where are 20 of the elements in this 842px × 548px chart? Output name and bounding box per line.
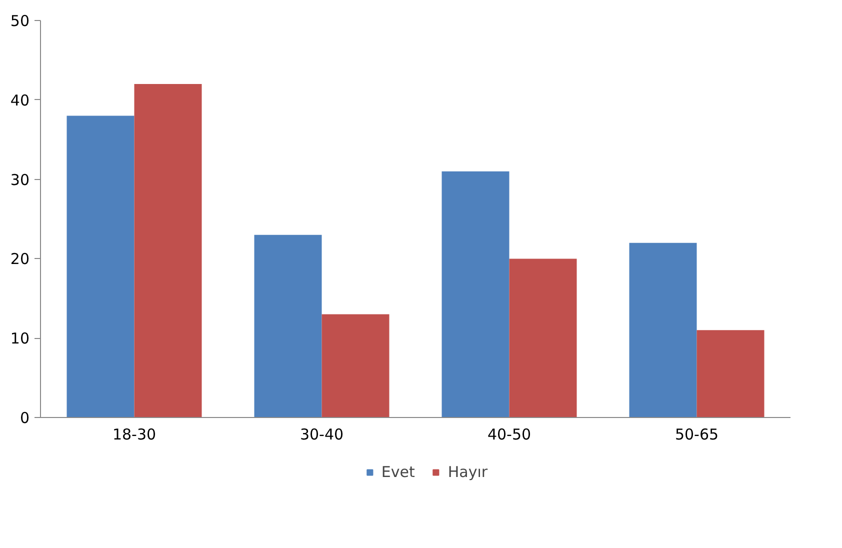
bar — [254, 234, 322, 418]
y-tick-label: 30 — [10, 170, 30, 189]
x-tick-label: 50-65 — [674, 426, 719, 444]
bar — [629, 242, 697, 418]
y-tick-label: 40 — [10, 91, 30, 110]
bar — [66, 116, 134, 418]
legend-label: Hayır — [448, 463, 488, 481]
bar — [134, 84, 202, 418]
bar — [509, 258, 577, 418]
x-tick-label: 30-40 — [300, 426, 344, 444]
bar — [322, 314, 390, 418]
legend-label: Evet — [381, 463, 415, 481]
y-tick-label: 0 — [20, 409, 30, 427]
y-tick-label: 10 — [10, 330, 30, 348]
x-tick-label: 18-30 — [112, 426, 156, 444]
bar — [696, 330, 764, 418]
bar — [442, 171, 510, 418]
y-tick-label: 50 — [10, 12, 30, 30]
y-tick-label: 20 — [10, 250, 30, 268]
x-tick-label: 40-50 — [487, 426, 532, 444]
